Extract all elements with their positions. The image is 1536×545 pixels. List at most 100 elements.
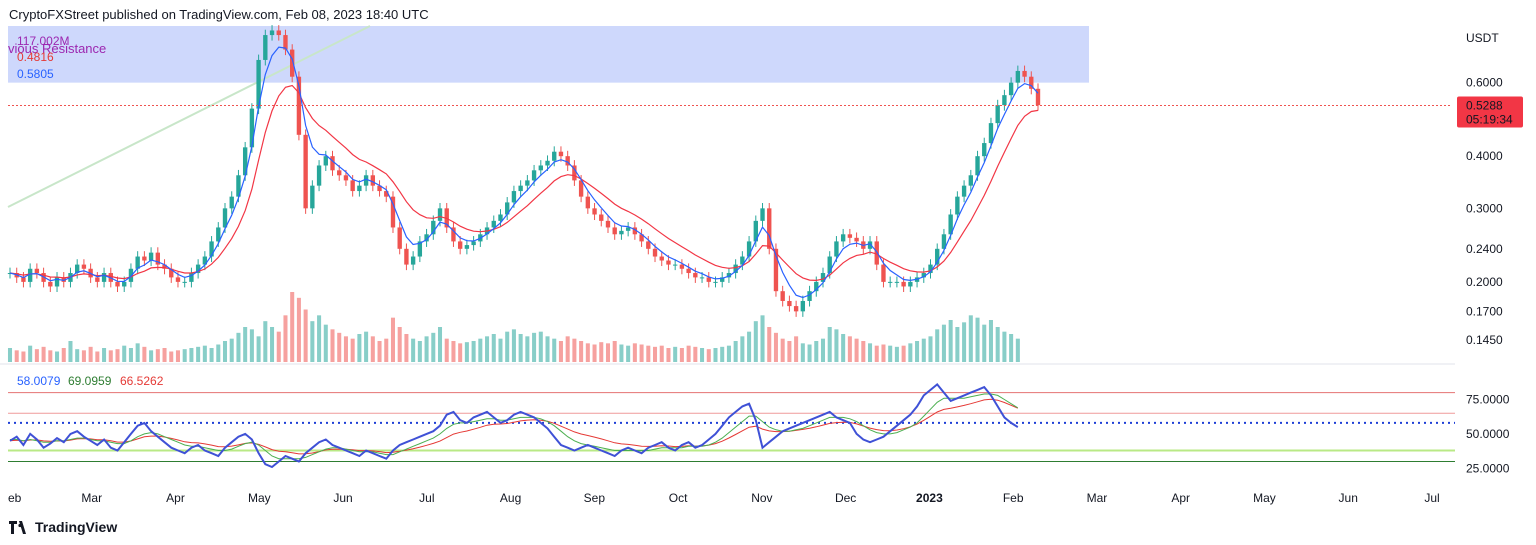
candle-body-94: [639, 234, 644, 242]
candle-body-14: [101, 273, 107, 282]
time-label-7: Sep: [584, 491, 606, 505]
volume-bar-10: [75, 349, 80, 362]
candle-body-46: [316, 165, 322, 186]
volume-bar-143: [968, 315, 973, 362]
time-label-5: Jul: [419, 491, 434, 505]
price-tick-6: 0.1450: [1466, 333, 1503, 347]
candle-body-62: [424, 234, 429, 242]
volume-bar-23: [162, 348, 167, 362]
candle-body-119: [807, 291, 812, 301]
candle-body-121: [820, 273, 826, 282]
rsi-ma2-readout: 66.5262: [120, 374, 164, 388]
candle-body-19: [135, 256, 140, 269]
candle-body-28: [195, 264, 201, 274]
volume-bar-150: [1015, 338, 1020, 362]
candle-body-16: [115, 281, 120, 287]
candle-body-3: [27, 268, 33, 282]
candle-body-102: [693, 273, 698, 278]
osc-tick-2: 25.0000: [1466, 461, 1510, 475]
volume-bar-16: [115, 349, 120, 362]
volume-bar-12: [88, 346, 93, 362]
candle-body-39: [269, 30, 275, 36]
candle-body-48: [330, 156, 335, 171]
volume-bar-45: [310, 321, 315, 362]
volume-bar-115: [780, 338, 785, 362]
candle-body-73: [498, 214, 503, 221]
resistance-zone: [8, 26, 1089, 83]
price-tick-5: 0.1700: [1466, 304, 1503, 318]
volume-bar-28: [196, 346, 201, 362]
candle-body-118: [800, 300, 806, 312]
volume-bar-80: [545, 336, 550, 362]
time-label-2: Apr: [166, 491, 185, 505]
candle-body-107: [726, 273, 732, 278]
candle-body-114: [773, 248, 779, 292]
volume-bar-11: [81, 350, 86, 362]
volume-bar-49: [337, 332, 342, 362]
candle-body-104: [706, 277, 711, 282]
candle-body-82: [558, 151, 564, 157]
volume-bar-34: [236, 332, 241, 362]
volume-bar-63: [431, 332, 436, 362]
tradingview-footer[interactable]: TradingView: [9, 519, 117, 535]
candle-body-68: [464, 245, 470, 249]
volume-bar-79: [538, 331, 543, 362]
volume-bar-37: [256, 336, 261, 362]
volume-bar-1: [14, 350, 19, 362]
volume-bar-27: [189, 348, 194, 362]
volume-bar-71: [485, 336, 490, 362]
volume-bar-19: [135, 343, 140, 362]
volume-bar-142: [962, 322, 967, 362]
volume-bar-76: [518, 334, 523, 362]
volume-bar-88: [599, 342, 604, 362]
volume-bar-107: [726, 345, 731, 362]
volume-bar-69: [471, 341, 476, 362]
ema-fast-line: [9, 46, 1039, 299]
volume-bar-26: [182, 349, 187, 362]
candle-body-123: [834, 241, 839, 257]
volume-bar-86: [585, 343, 590, 362]
volume-bar-144: [975, 317, 980, 362]
time-label-14: Apr: [1171, 491, 1190, 505]
candle-body-29: [202, 256, 208, 265]
candle-body-58: [397, 227, 402, 249]
volume-bar-18: [128, 348, 133, 362]
candle-body-93: [632, 227, 638, 235]
candle-body-111: [753, 220, 758, 242]
candle-body-100: [679, 264, 685, 269]
candle-body-11: [81, 264, 87, 269]
candle-body-32: [222, 208, 228, 228]
volume-bar-97: [659, 345, 664, 362]
candle-body-149: [1008, 82, 1014, 96]
volume-bar-67: [458, 343, 463, 362]
time-label-4: Jun: [333, 491, 352, 505]
volume-bar-146: [988, 320, 993, 362]
volume-bar-113: [767, 327, 772, 362]
candle-body-145: [982, 143, 987, 157]
price-axis[interactable]: 0.6000 0.4000 0.3000 0.2400 0.2000 0.1700 0.14…: [1466, 76, 1503, 348]
osc-tick-0: 75.0000: [1466, 393, 1510, 407]
volume-bar-81: [552, 338, 557, 362]
volume-bar-116: [787, 341, 792, 362]
candle-body-56: [384, 191, 389, 197]
volume-bar-17: [122, 345, 127, 362]
candle-body-120: [814, 281, 819, 292]
candle-body-33: [229, 196, 234, 209]
candle-body-76: [518, 185, 523, 192]
candle-body-103: [699, 277, 705, 279]
candle-body-99: [672, 264, 678, 266]
time-axis[interactable]: eb Mar Apr May Jun Jul Aug Sep Oct Nov Dec 2023 Feb M…: [8, 491, 1440, 505]
volume-bar-111: [753, 321, 758, 362]
trend-line[interactable]: [7, 25, 371, 208]
volume-bar-61: [417, 341, 422, 362]
oscillator-axis[interactable]: 75.0000 50.0000 25.0000: [1466, 393, 1510, 476]
zone-value-low: 0.4816: [17, 50, 54, 64]
candle-body-6: [48, 281, 53, 287]
candle-body-54: [370, 175, 376, 186]
candle-body-84: [572, 165, 577, 181]
zone-value-volume: 117.002M: [17, 34, 69, 48]
rsi-ma-line: [10, 393, 1019, 460]
volume-bar-124: [841, 334, 846, 362]
last-price-tag: 0.5288 05:19:34: [1457, 96, 1523, 128]
